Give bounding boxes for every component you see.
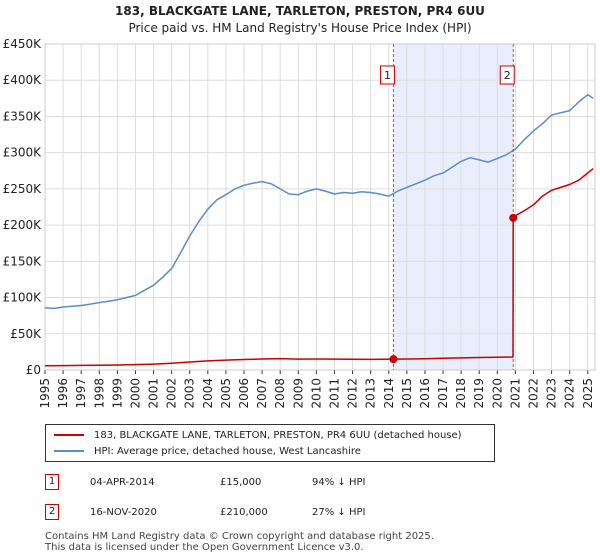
legend-swatch-property <box>54 434 84 436</box>
transaction-hpi: 94% ↓ HPI <box>312 477 366 488</box>
x-tick-label: 2006 <box>237 378 251 409</box>
y-tick-label: £150K <box>3 254 43 268</box>
sale-marker-number: 2 <box>504 69 511 82</box>
transaction-badge: 1 <box>45 474 59 490</box>
series-line-hpi <box>44 93 594 310</box>
sale-point <box>509 213 518 222</box>
x-tick-label: 2015 <box>400 378 414 409</box>
legend-swatch-hpi <box>54 450 84 452</box>
legend-item-property: 183, BLACKGATE LANE, TARLETON, PRESTON, … <box>54 428 462 444</box>
x-tick-label: 1998 <box>92 378 106 409</box>
series-line-property <box>44 168 594 367</box>
y-tick-label: £350K <box>3 109 43 123</box>
x-tick-label: 1997 <box>74 378 88 409</box>
x-tick-label: 1996 <box>56 378 70 409</box>
legend-item-hpi: HPI: Average price, detached house, West… <box>54 444 361 460</box>
price-chart: £0 £50K £100K £150K £200K £250K £300K £350K £400… <box>3 37 596 409</box>
x-tick-label: 2019 <box>472 378 486 409</box>
x-tick-label: 2000 <box>128 378 142 409</box>
y-tick-label: £250K <box>3 182 43 196</box>
x-tick-label: 1999 <box>110 378 124 409</box>
x-tick-label: 2009 <box>291 378 305 409</box>
transaction-date: 04-APR-2014 <box>90 477 155 488</box>
y-tick-label: £400K <box>3 73 43 87</box>
chart-legend: 183, BLACKGATE LANE, TARLETON, PRESTON, … <box>45 424 495 462</box>
sale-marker-box <box>379 65 395 85</box>
footer-copyright: Contains HM Land Registry data © Crown c… <box>45 531 434 542</box>
x-tick-label: 2001 <box>147 378 161 409</box>
sale-point <box>389 355 398 364</box>
sale-marker-number: 1 <box>384 69 391 82</box>
x-tick-label: 2016 <box>418 378 432 409</box>
y-tick-label: £450K <box>3 37 43 51</box>
x-tick-label: 2014 <box>382 378 396 409</box>
x-tick-label: 2007 <box>255 378 269 409</box>
transaction-date: 16-NOV-2020 <box>90 507 157 518</box>
x-tick-label: 2002 <box>165 378 179 409</box>
x-tick-label: 2012 <box>346 378 360 409</box>
x-tick-label: 2018 <box>454 378 468 409</box>
x-tick-label: 2004 <box>201 378 215 409</box>
x-tick-label: 2022 <box>526 378 540 409</box>
plot-border <box>44 43 596 371</box>
x-tick-label: 2024 <box>563 378 577 409</box>
x-tick-label: 2008 <box>273 378 287 409</box>
transaction-badge: 2 <box>45 504 59 520</box>
x-tick-label: 1995 <box>38 378 52 409</box>
legend-label-hpi: HPI: Average price, detached house, West… <box>94 446 361 457</box>
x-tick-label: 2005 <box>219 378 233 409</box>
y-tick-label: £50K <box>10 327 42 341</box>
x-tick-label: 2013 <box>364 378 378 409</box>
x-tick-label: 2021 <box>508 378 522 409</box>
sale-marker-box <box>499 65 515 85</box>
x-tick-label: 2020 <box>490 378 504 409</box>
y-tick-label: £100K <box>3 291 43 305</box>
x-tick-label: 2003 <box>183 378 197 409</box>
chart-title: 183, BLACKGATE LANE, TARLETON, PRESTON, … <box>115 4 485 18</box>
chart-subtitle: Price paid vs. HM Land Registry's House … <box>128 21 472 35</box>
y-tick-label: £300K <box>3 146 43 160</box>
transaction-price: £15,000 <box>220 477 262 488</box>
footer-license: This data is licensed under the Open Gov… <box>45 542 364 553</box>
transaction-hpi: 27% ↓ HPI <box>312 507 366 518</box>
y-tick-label: £0 <box>26 363 41 377</box>
y-tick-label: £200K <box>3 218 43 232</box>
legend-label-property: 183, BLACKGATE LANE, TARLETON, PRESTON, … <box>94 430 462 441</box>
x-tick-label: 2010 <box>309 378 323 409</box>
transaction-price: £210,000 <box>220 507 268 518</box>
x-tick-label: 2025 <box>581 378 595 409</box>
x-tick-label: 2023 <box>545 378 559 409</box>
x-tick-label: 2011 <box>327 378 341 409</box>
shaded-period <box>393 44 514 370</box>
x-tick-label: 2017 <box>436 378 450 409</box>
